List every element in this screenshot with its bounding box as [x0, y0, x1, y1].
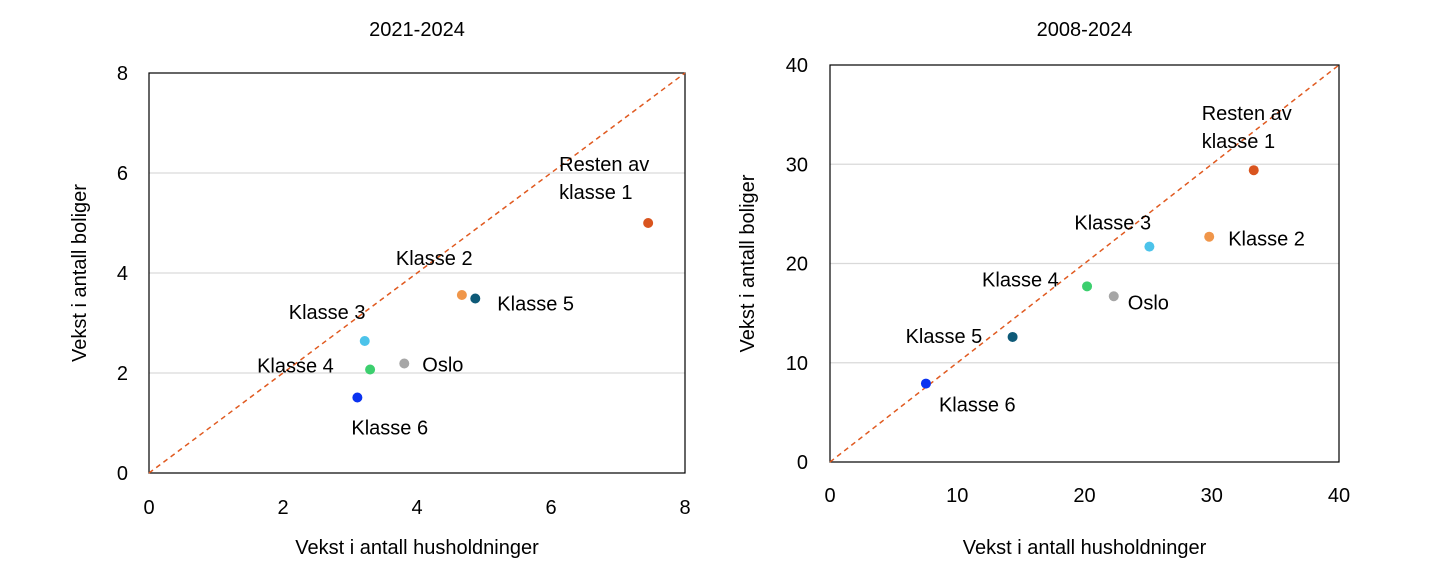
data-point-klasse-2: [1204, 231, 1215, 242]
x-tick-label: 6: [545, 497, 556, 519]
data-point-klasse-4: [365, 364, 376, 375]
x-tick-label: 10: [946, 485, 968, 507]
chart-2008-2024: 2008-2024 Vekst i antall husholdninger V…: [737, 19, 1350, 559]
data-label-klasse-4: Klasse 4: [257, 356, 334, 378]
data-point-klasse-5: [1007, 331, 1018, 342]
data-label-line: Klasse 5: [906, 326, 983, 348]
data-point-resten-av-klasse-1: [1248, 165, 1259, 176]
data-label-klasse-2: Klasse 2: [396, 248, 473, 270]
data-label-line: klasse 1: [559, 182, 632, 204]
x-tick-label: 8: [679, 497, 690, 519]
x-tick-label: 4: [411, 497, 422, 519]
x-tick-label: 2: [277, 497, 288, 519]
data-label-line: Klasse 6: [939, 395, 1016, 417]
data-label-oslo: Oslo: [422, 355, 463, 377]
data-label-line: Klasse 2: [396, 248, 473, 270]
x-tick-label: 0: [824, 485, 835, 507]
y-tick-label: 2: [117, 363, 128, 385]
y-tick-label: 0: [797, 452, 808, 474]
data-label-klasse-6: Klasse 6: [939, 395, 1016, 417]
y-tick-label: 30: [786, 154, 808, 176]
data-label-line: Resten av: [559, 154, 649, 176]
x-tick-label: 40: [1328, 485, 1350, 507]
data-point-klasse-2: [456, 290, 467, 300]
chart-title: 2008-2024: [1037, 19, 1133, 41]
x-axis-label: Vekst i antall husholdninger: [963, 537, 1207, 559]
data-label-resten-av-klasse-1: Resten av klasse 1: [559, 154, 649, 204]
data-label-line: klasse 1: [1202, 131, 1275, 153]
data-label-resten-av-klasse-1: Resten av klasse 1: [1202, 103, 1292, 153]
data-label-line: Klasse 3: [289, 302, 366, 324]
data-point-klasse-6: [352, 392, 363, 403]
data-label-klasse-6: Klasse 6: [351, 418, 428, 440]
chart-2021-2024: 2021-2024 Vekst i antall husholdninger V…: [69, 19, 691, 559]
data-label-klasse-3: Klasse 3: [289, 302, 366, 324]
y-tick-label: 0: [117, 463, 128, 485]
x-tick-label: 0: [143, 497, 154, 519]
y-tick-label: 8: [117, 63, 128, 85]
data-point-klasse-3: [1144, 241, 1155, 252]
data-label-line: Klasse 4: [982, 269, 1059, 291]
data-label-klasse-3: Klasse 3: [1074, 213, 1151, 235]
y-axis-label: Vekst i antall boliger: [737, 174, 759, 352]
data-label-line: Klasse 4: [257, 356, 334, 378]
x-axis-label: Vekst i antall husholdninger: [295, 537, 539, 559]
x-tick-label: 20: [1073, 485, 1095, 507]
reference-line-45deg: [148, 72, 686, 474]
data-label-line: Oslo: [422, 355, 463, 377]
data-label-klasse-5: Klasse 5: [906, 326, 983, 348]
y-tick-label: 20: [786, 254, 808, 276]
data-point-resten-av-klasse-1: [643, 218, 654, 228]
data-label-oslo: Oslo: [1128, 292, 1169, 314]
y-tick-label: 10: [786, 353, 808, 375]
data-label-klasse-5: Klasse 5: [497, 294, 574, 316]
data-label-line: Resten av: [1202, 103, 1292, 125]
y-axis-label: Vekst i antall boliger: [69, 184, 91, 362]
plot-frame: [829, 64, 1340, 463]
data-label-klasse-2: Klasse 2: [1228, 229, 1305, 251]
data-point-oslo: [399, 358, 410, 369]
plot-frame: [148, 72, 686, 474]
x-tick-label: 30: [1201, 485, 1223, 507]
data-point-klasse-4: [1082, 281, 1093, 292]
data-label-line: Klasse 3: [1074, 213, 1151, 235]
y-tick-label: 40: [786, 55, 808, 77]
data-point-oslo: [1108, 291, 1119, 302]
y-tick-label: 4: [117, 263, 128, 285]
data-label-line: Klasse 2: [1228, 229, 1305, 251]
y-tick-label: 6: [117, 163, 128, 185]
data-label-klasse-4: Klasse 4: [982, 269, 1059, 291]
data-point-klasse-6: [920, 378, 931, 389]
data-label-line: Klasse 5: [497, 294, 574, 316]
data-label-line: Klasse 6: [351, 418, 428, 440]
data-point-klasse-5: [470, 293, 481, 304]
chart-title: 2021-2024: [369, 19, 465, 41]
data-point-klasse-3: [359, 336, 370, 346]
data-label-line: Oslo: [1128, 292, 1169, 314]
